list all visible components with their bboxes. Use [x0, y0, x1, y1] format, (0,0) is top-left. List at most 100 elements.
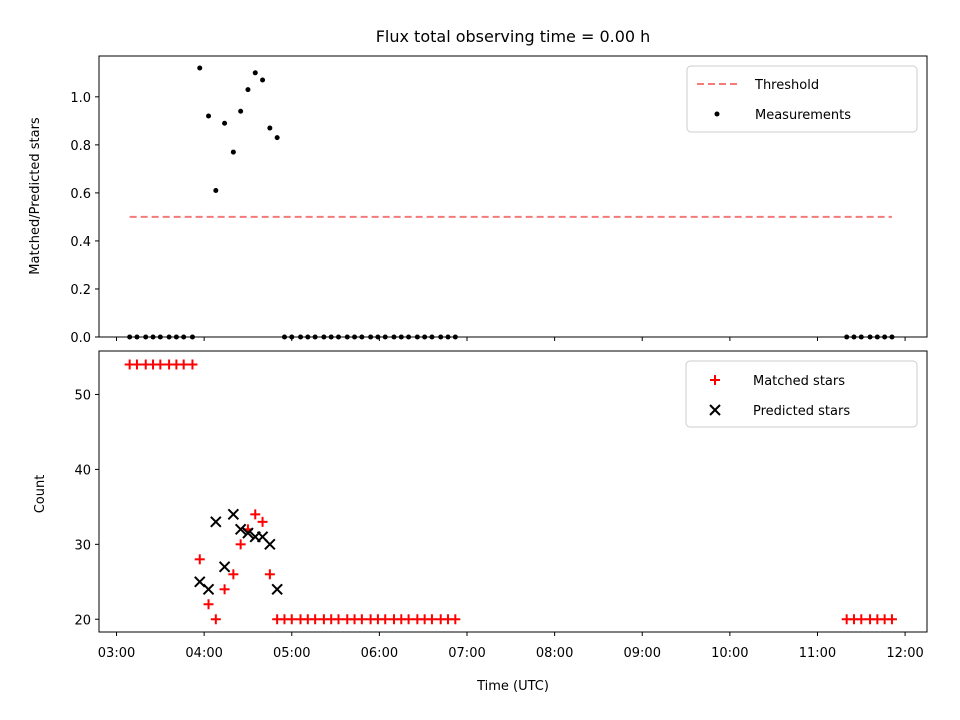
matched-star-point — [310, 614, 321, 625]
measurement-point — [230, 149, 236, 155]
top-x-axis — [116, 337, 906, 341]
top-legend-box — [686, 65, 918, 133]
x-marker-b — [709, 404, 721, 416]
top-y-axis: 0.0 0.2 0.4 0.6 0.8 1.0 — [70, 91, 99, 346]
predicted-star-point — [264, 538, 276, 551]
matched-star-point — [219, 584, 230, 595]
measurement-point — [312, 334, 318, 340]
x-marker-b — [194, 576, 206, 588]
x-marker-b — [218, 561, 231, 573]
measurement-point — [281, 334, 287, 340]
matched-star-point — [210, 614, 221, 625]
predicted-star-point — [227, 508, 240, 521]
x-marker-b — [242, 527, 254, 539]
matched-star-point — [450, 614, 461, 625]
bottom-x-tick-label: 12:00 — [886, 646, 923, 661]
x-marker-b — [264, 538, 276, 551]
matched-star-point — [286, 614, 297, 625]
bottom-x-tick-label: 06:00 — [361, 646, 398, 661]
matched-star-point — [264, 569, 275, 580]
measurement-point — [289, 334, 295, 340]
measurement-point — [359, 334, 365, 340]
measurement-point — [874, 334, 880, 340]
measurement-point — [222, 120, 228, 126]
legend-predicted-marker — [709, 404, 721, 416]
bottom-y-tick-label: 50 — [74, 388, 91, 403]
bottom-x-tick-label: 07:00 — [448, 646, 485, 661]
predicted-star-point — [218, 561, 231, 573]
bottom-x-tick-label: 10:00 — [711, 646, 748, 661]
measurement-point — [321, 334, 327, 340]
measurement-point — [305, 334, 311, 340]
measurement-point — [844, 334, 850, 340]
measurement-point — [260, 77, 266, 83]
top-y-tick-label: 0.4 — [70, 235, 91, 250]
legend-measurements-label: Measurements — [755, 108, 851, 123]
matched-star-point — [356, 614, 367, 625]
bottom-x-tick-label: 09:00 — [624, 646, 661, 661]
top-y-tick-label: 1.0 — [70, 91, 91, 106]
measurement-point — [445, 334, 451, 340]
matched-star-point — [403, 614, 414, 625]
matched-star-point — [380, 614, 391, 625]
top-y-tick-label: 0.2 — [70, 283, 91, 298]
top-y-axis-label: Matched/Predicted stars — [28, 117, 43, 275]
measurement-point — [406, 334, 412, 340]
x-marker-b — [227, 508, 240, 521]
legend-predicted-label: Predicted stars — [753, 404, 850, 419]
measurement-points — [127, 65, 895, 340]
legend-measurements-swatch — [714, 111, 720, 117]
bottom-y-tick-label: 20 — [74, 613, 91, 628]
predicted-star-point — [202, 583, 215, 595]
bottom-x-tick-label: 11:00 — [799, 646, 836, 661]
bottom-y-tick-label: 40 — [74, 463, 91, 478]
measurement-point — [245, 87, 251, 93]
matched-star-point — [187, 359, 198, 370]
x-marker-b — [256, 531, 269, 543]
measurement-point — [382, 334, 388, 340]
bottom-x-tick-label: 08:00 — [536, 646, 573, 661]
bottom-x-tick-label: 05:00 — [273, 646, 310, 661]
measurement-point — [858, 334, 864, 340]
measurement-point — [252, 70, 258, 76]
measurement-point — [335, 334, 341, 340]
top-y-tick-label: 0.0 — [70, 331, 91, 346]
matched-star-point — [203, 599, 214, 610]
chart-title: Flux total observing time = 0.00 h — [376, 27, 651, 46]
measurement-point — [344, 334, 350, 340]
matched-star-point — [194, 554, 205, 565]
predicted-star-point — [234, 523, 247, 536]
x-marker-b — [210, 516, 222, 528]
measurement-point — [429, 334, 435, 340]
measurement-point — [398, 334, 404, 340]
measurement-point — [206, 113, 212, 119]
top-panel: 0.0 0.2 0.4 0.6 0.8 1.0 Matched/Predicted sta… — [28, 55, 928, 346]
measurement-point — [422, 334, 428, 340]
measurement-point — [368, 334, 374, 340]
predicted-star-point — [271, 583, 283, 595]
bottom-y-axis-label: Count — [33, 475, 48, 514]
x-marker-b — [234, 523, 247, 536]
legend-matched-marker — [710, 375, 720, 385]
top-plot-frame — [98, 55, 928, 338]
legend-matched-label: Matched stars — [753, 374, 845, 389]
bottom-x-axis-label: Time (UTC) — [476, 679, 549, 694]
matched-star-point — [426, 614, 437, 625]
bottom-x-tick-label: 03:00 — [98, 646, 135, 661]
measurement-point — [298, 334, 304, 340]
measurement-point — [851, 334, 857, 340]
measurement-point — [166, 334, 172, 340]
matched-star-point — [178, 359, 189, 370]
measurement-point — [213, 187, 219, 193]
matched-star-point — [333, 614, 344, 625]
bottom-x-axis: 03:00 04:00 05:00 06:00 07:00 08:00 09:00 10:00… — [98, 632, 924, 661]
measurement-point — [882, 334, 888, 340]
bottom-x-tick-label: 04:00 — [185, 646, 222, 661]
measurement-point — [150, 334, 156, 340]
measurement-point — [173, 334, 179, 340]
measurement-point — [867, 334, 873, 340]
measurement-point — [238, 108, 244, 114]
bottom-legend-box — [685, 360, 918, 428]
